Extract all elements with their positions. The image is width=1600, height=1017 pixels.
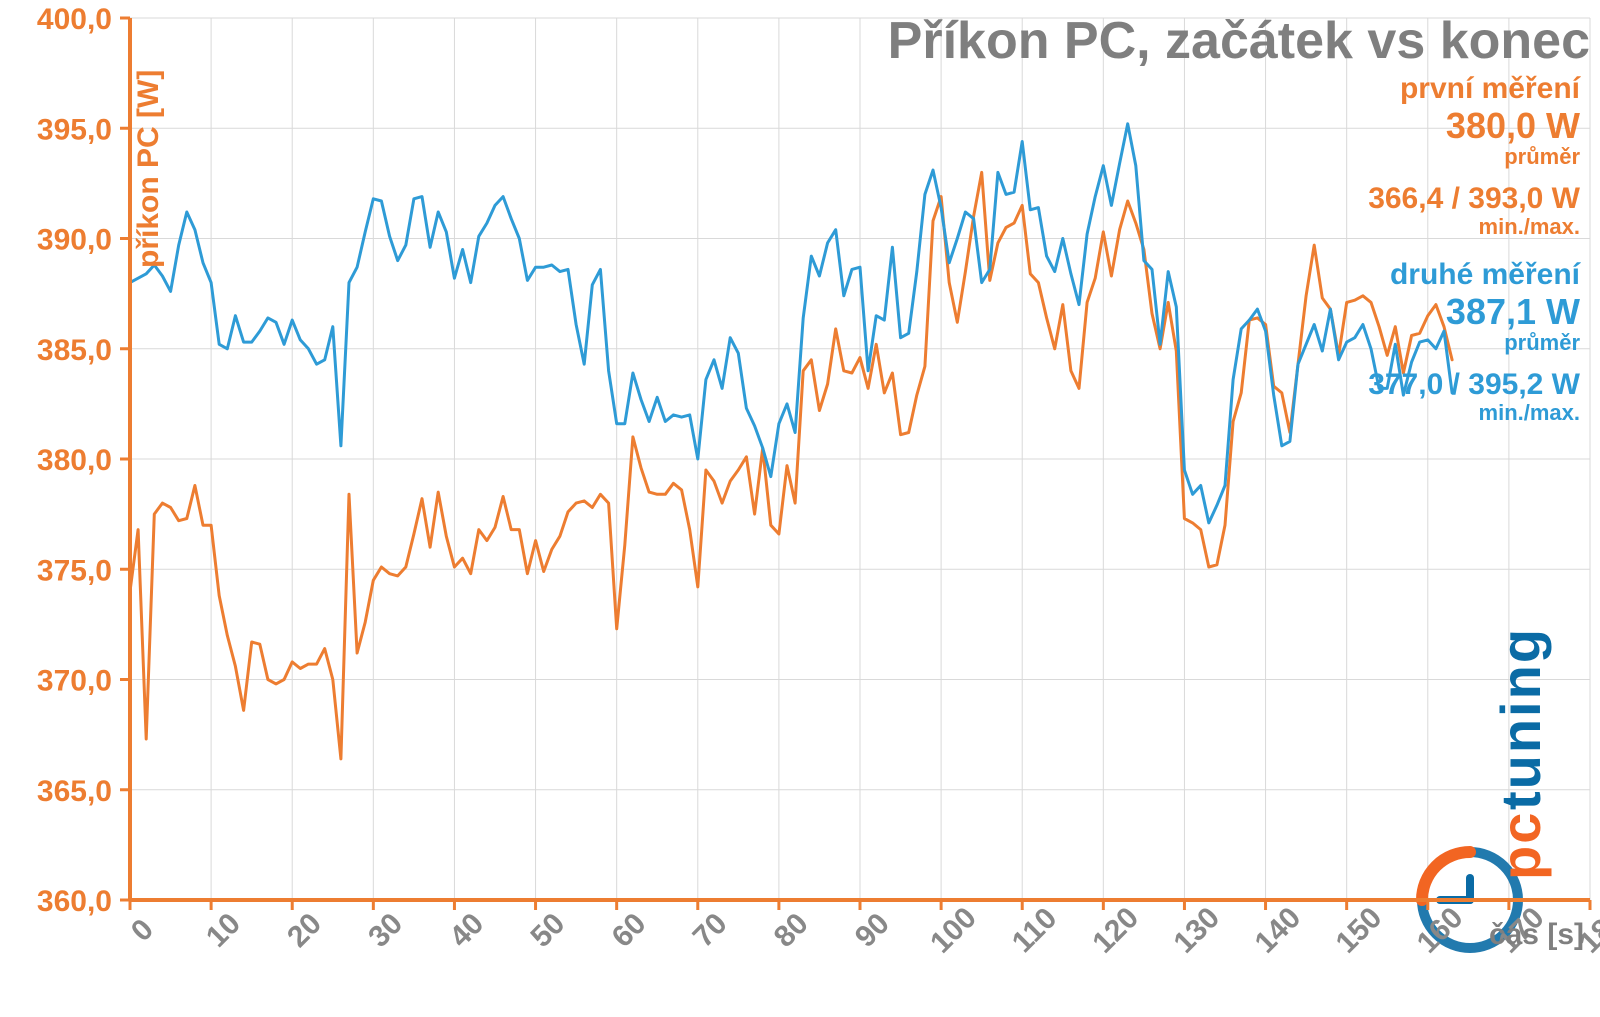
legend-series-avg-0: 380,0 W xyxy=(1446,105,1580,146)
svg-text:395,0: 395,0 xyxy=(37,113,112,146)
legend-series-avg-sub-0: průměr xyxy=(1504,144,1580,169)
chart-container: pctuning 360,0 365,0 370,0 375,0 380,0 385,0 39… xyxy=(0,0,1600,1017)
svg-text:365,0: 365,0 xyxy=(37,775,112,808)
legend-series-minmax-sub-0: min./max. xyxy=(1479,214,1580,239)
x-axis-label: čas [s] xyxy=(1489,918,1584,951)
legend-series-avg-sub-1: průměr xyxy=(1504,330,1580,355)
legend-series-minmax-0: 366,4 / 393,0 W xyxy=(1368,182,1580,215)
svg-text:360,0: 360,0 xyxy=(37,885,112,918)
y-tick-labels: 360,0 365,0 370,0 375,0 380,0 385,0 390,0 395,0… xyxy=(37,3,112,918)
svg-text:390,0: 390,0 xyxy=(37,224,112,257)
svg-text:375,0: 375,0 xyxy=(37,554,112,587)
legend-series-name-1: druhé měření xyxy=(1390,258,1582,291)
svg-text:400,0: 400,0 xyxy=(37,3,112,36)
watermark-pc: pc xyxy=(1489,811,1552,880)
svg-text:385,0: 385,0 xyxy=(37,334,112,367)
y-axis-label: příkon PC [W] xyxy=(132,70,165,268)
svg-text:380,0: 380,0 xyxy=(37,444,112,477)
chart-svg: pctuning 360,0 365,0 370,0 375,0 380,0 385,0 39… xyxy=(0,0,1600,1017)
legend-series-name-0: první měření xyxy=(1400,72,1582,105)
watermark-tuning: tuning xyxy=(1489,627,1552,810)
legend-series-minmax-sub-1: min./max. xyxy=(1479,400,1580,425)
legend-series-avg-1: 387,1 W xyxy=(1446,291,1580,332)
chart-title: Příkon PC, začátek vs konec xyxy=(888,12,1590,70)
legend-series-minmax-1: 377,0 / 395,2 W xyxy=(1368,368,1580,401)
svg-text:370,0: 370,0 xyxy=(37,665,112,698)
